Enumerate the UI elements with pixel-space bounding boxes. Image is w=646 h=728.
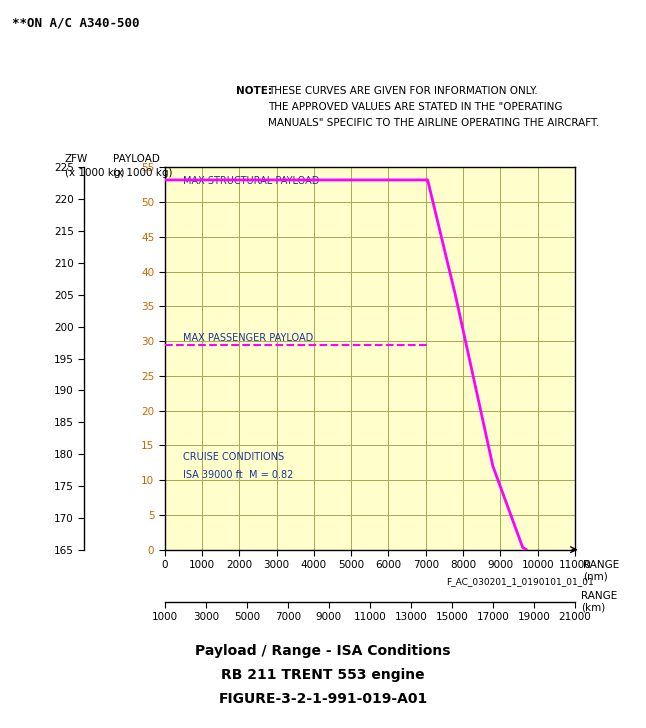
Text: **ON A/C A340-500: **ON A/C A340-500 xyxy=(12,16,139,29)
Text: (x 1000 kg): (x 1000 kg) xyxy=(113,168,172,178)
Text: MAX PASSENGER PAYLOAD: MAX PASSENGER PAYLOAD xyxy=(183,333,313,343)
Text: (x 1000 kg): (x 1000 kg) xyxy=(65,168,124,178)
Text: RANGE
(nm): RANGE (nm) xyxy=(583,560,620,582)
Text: THESE CURVES ARE GIVEN FOR INFORMATION ONLY.: THESE CURVES ARE GIVEN FOR INFORMATION O… xyxy=(268,86,537,96)
Text: Payload / Range - ISA Conditions: Payload / Range - ISA Conditions xyxy=(195,644,451,658)
Text: ISA 39000 ft  M = 0.82: ISA 39000 ft M = 0.82 xyxy=(183,470,294,480)
Text: ZFW: ZFW xyxy=(65,154,88,164)
Text: THE APPROVED VALUES ARE STATED IN THE "OPERATING: THE APPROVED VALUES ARE STATED IN THE "O… xyxy=(268,102,563,112)
Text: RB 211 TRENT 553 engine: RB 211 TRENT 553 engine xyxy=(221,668,425,682)
Text: FIGURE-3-2-1-991-019-A01: FIGURE-3-2-1-991-019-A01 xyxy=(218,692,428,705)
Text: NOTE:: NOTE: xyxy=(236,86,272,96)
Text: PAYLOAD: PAYLOAD xyxy=(113,154,160,164)
Text: MAX STRUCTURAL PAYLOAD: MAX STRUCTURAL PAYLOAD xyxy=(183,175,320,186)
Text: F_AC_030201_1_0190101_01_01: F_AC_030201_1_0190101_01_01 xyxy=(446,577,594,586)
Text: CRUISE CONDITIONS: CRUISE CONDITIONS xyxy=(183,452,284,462)
Text: MANUALS" SPECIFIC TO THE AIRLINE OPERATING THE AIRCRAFT.: MANUALS" SPECIFIC TO THE AIRLINE OPERATI… xyxy=(268,118,599,128)
Text: RANGE
(km): RANGE (km) xyxy=(581,591,618,612)
